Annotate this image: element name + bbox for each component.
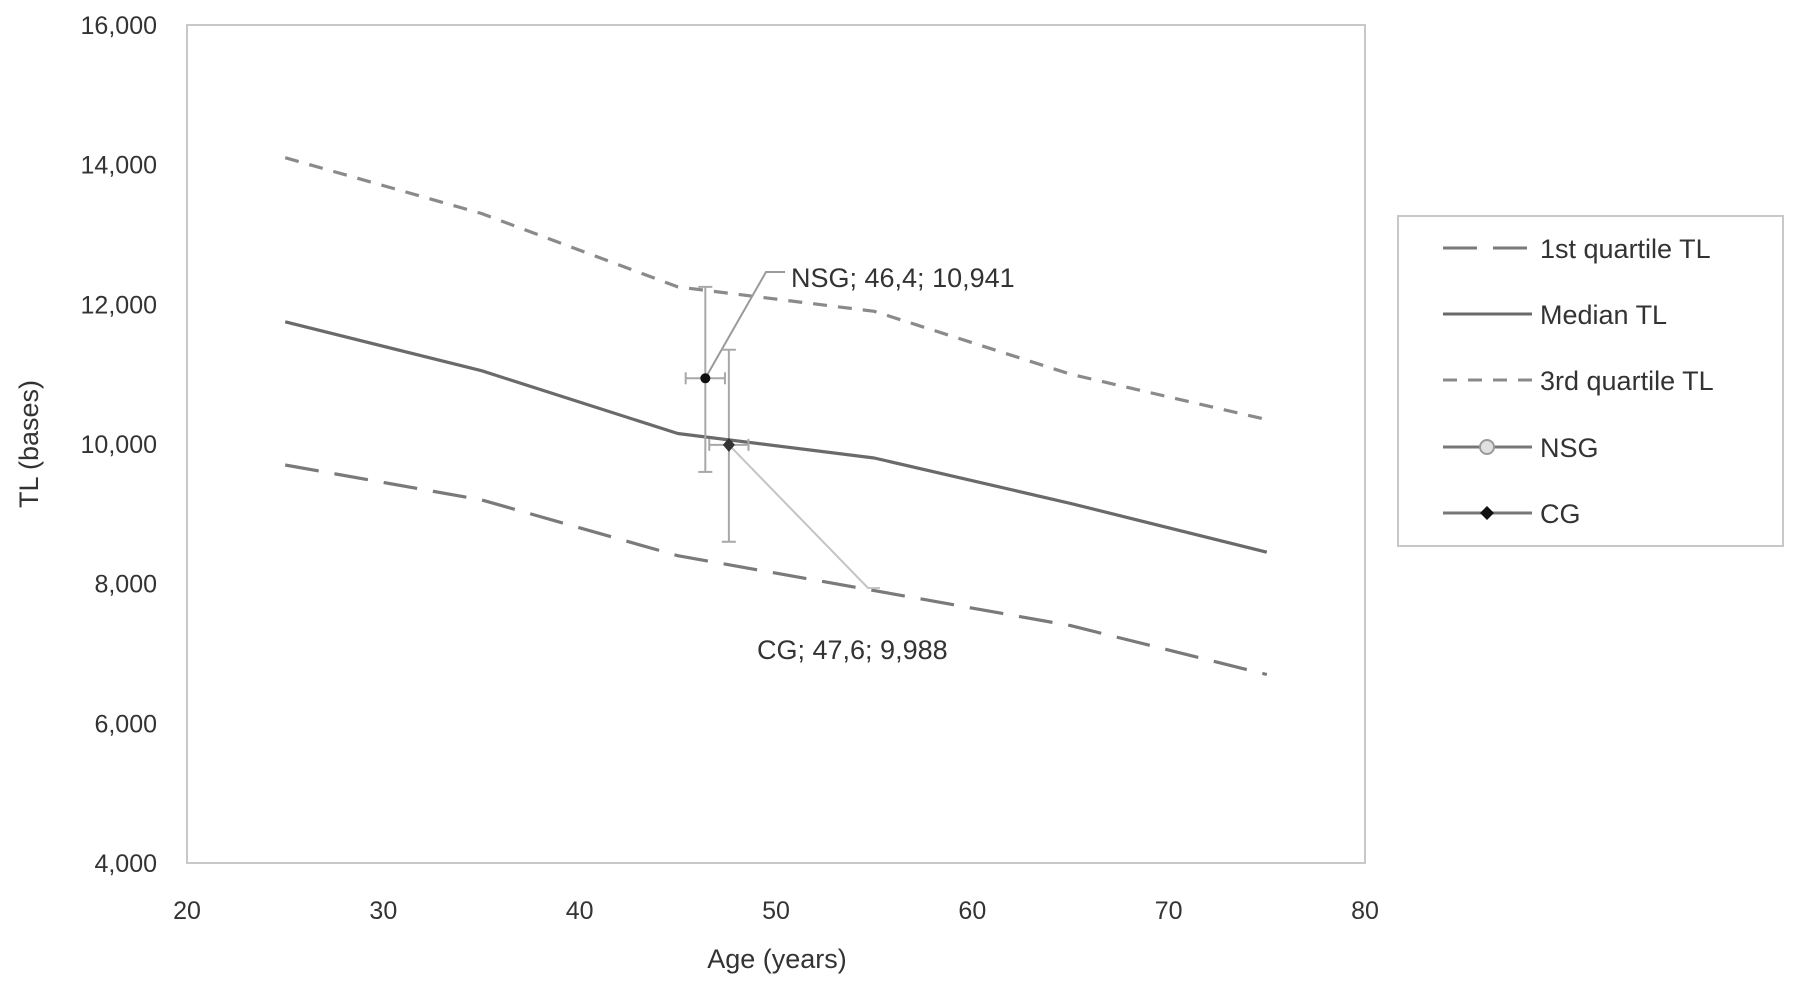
x-tick-label: 80 xyxy=(1351,897,1379,925)
annotation-nsg: NSG; 46,4; 10,941 xyxy=(791,263,1015,293)
legend-label: Median TL xyxy=(1540,300,1667,330)
series-lines xyxy=(284,156,1268,677)
y-tick-label: 6,000 xyxy=(94,710,157,738)
x-axis-title: Age (years) xyxy=(707,944,847,974)
plot-area-frame xyxy=(186,24,1366,864)
data-point-nsg xyxy=(700,373,711,384)
y-tick-label: 8,000 xyxy=(94,571,157,599)
legend-label: 1st quartile TL xyxy=(1540,234,1711,264)
legend-box xyxy=(1397,215,1784,547)
legend-marker-cg xyxy=(1480,506,1494,520)
annotation-cg: CG; 47,6; 9,988 xyxy=(757,635,948,665)
callout-leader-nsg xyxy=(704,271,785,379)
x-tick-label: 70 xyxy=(1155,897,1183,925)
x-tick-label: 20 xyxy=(173,897,201,925)
legend-label: CG xyxy=(1540,499,1581,529)
data-point-cg xyxy=(722,437,735,452)
y-axis-title: TL (bases) xyxy=(14,380,44,508)
x-tick-label: 60 xyxy=(958,897,986,925)
legend-label: 3rd quartile TL xyxy=(1540,366,1714,396)
series-line xyxy=(284,463,1268,677)
x-tick-label: 50 xyxy=(762,897,790,925)
callout-leader-cg xyxy=(728,444,880,589)
callout-leaders xyxy=(704,271,880,589)
x-tick-label: 30 xyxy=(369,897,397,925)
y-tick-label: 4,000 xyxy=(94,850,157,878)
legend: 1st quartile TL Median TL 3rd quartile TL N… xyxy=(1397,215,1784,547)
y-axis-tick-labels: 4,000 6,000 8,000 10,000 12,000 14,000 16,000 xyxy=(81,12,157,878)
y-tick-label: 14,000 xyxy=(81,152,157,180)
y-tick-label: 16,000 xyxy=(81,12,157,40)
y-tick-label: 12,000 xyxy=(81,291,157,319)
y-tick-label: 10,000 xyxy=(81,431,157,459)
series-line xyxy=(284,156,1268,422)
x-tick-label: 40 xyxy=(566,897,594,925)
x-axis-tick-labels: 20 30 40 50 60 70 80 xyxy=(173,897,1379,925)
legend-marker-nsg xyxy=(1479,439,1495,455)
data-points xyxy=(684,285,750,543)
series-line xyxy=(284,320,1268,554)
legend-label: NSG xyxy=(1540,433,1599,463)
